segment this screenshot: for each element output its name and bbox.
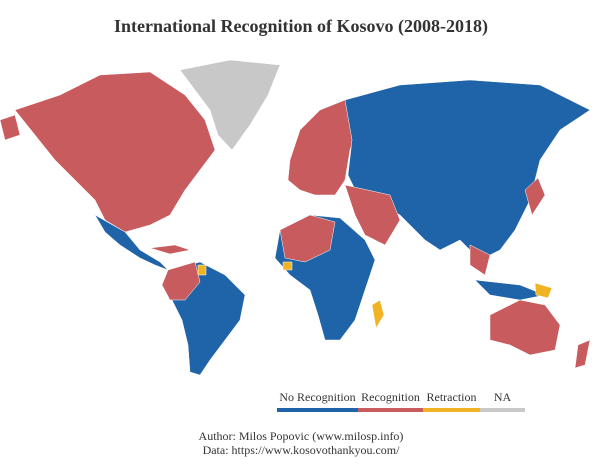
legend-swatch (480, 408, 525, 412)
japan (524, 177, 546, 216)
greenland (179, 59, 281, 151)
indonesia (474, 279, 546, 301)
credit-data: Data: https://www.kosovothankyou.com/ (203, 443, 401, 457)
north-america (14, 71, 216, 233)
southeast-asia (469, 244, 491, 276)
legend-label: Recognition (361, 390, 420, 404)
legend-swatch (423, 408, 480, 412)
new-zealand (574, 339, 591, 369)
suriname (197, 264, 207, 276)
papua-new-guinea (534, 282, 553, 299)
guinea-bissau (282, 261, 293, 271)
caribbean (149, 244, 191, 255)
legend: No Recognition Recognition Retraction NA (277, 390, 525, 412)
madagascar (371, 299, 385, 329)
legend-swatch (358, 408, 423, 412)
alaska-west (0, 114, 21, 141)
map-title: International Recognition of Kosovo (200… (114, 16, 488, 37)
europe (287, 99, 361, 196)
legend-label: Retraction (427, 390, 477, 404)
middle-east (344, 184, 401, 246)
world-map (0, 59, 591, 376)
legend-swatch (277, 408, 358, 412)
north-africa (279, 214, 336, 263)
australia (489, 299, 561, 356)
legend-label: NA (494, 390, 512, 404)
colombia-peru (161, 261, 201, 301)
legend-label: No Recognition (279, 390, 355, 404)
credit-author: Author: Milos Popovic (www.milosp.info) (199, 429, 404, 443)
mexico (94, 214, 169, 271)
